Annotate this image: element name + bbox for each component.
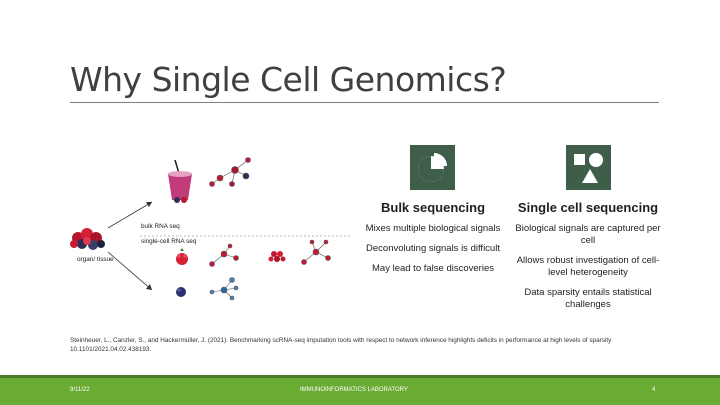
single-cell-point: Allows robust investigation of cell-leve… [516,255,660,278]
footer-lab: IMMUNOINFORMATICS LABORATORY [300,387,408,393]
bulk-column: Bulk sequencing Mixes multiple biologica… [358,200,508,283]
pie-chart-icon [410,145,455,190]
raspberry-cluster-icon [268,251,286,262]
single-cell-point: Data sparsity entails statistical challe… [524,287,652,310]
organ-tissue-label: organ/ tissue [77,256,114,263]
arrow-to-single [107,251,153,291]
bulk-point: Mixes multiple biological signals [365,223,501,234]
title-divider [70,102,659,103]
slide-title: Why Single Cell Genomics? [70,60,507,99]
berry-pile-icon [70,228,105,250]
arrow-to-bulk [107,201,153,229]
single-cell-column: Single cell sequencing Biological signal… [513,200,663,319]
bulk-point: May lead to false discoveries [372,263,494,274]
citation: Steinheuer, L., Canzler, S., and Hackerm… [70,337,612,353]
bulk-network-icon [209,157,251,187]
single-cell-rna-seq-label: single-cell RNA seq [141,238,197,245]
page-number: 4 [652,387,656,393]
footer-date: 9/11/22 [70,387,90,393]
footer-bar: 9/11/22 IMMUNOINFORMATICS LABORATORY 4 [0,378,720,405]
smoothie-cup-icon [168,159,192,203]
bulk-heading: Bulk sequencing [380,200,486,215]
single-cell-heading: Single cell sequencing [517,200,659,215]
bulk-rna-seq-label: bulk RNA seq [141,223,180,230]
shapes-icon [566,145,611,190]
single-network-icon-1 [209,243,239,267]
single-cell-point: Biological signals are captured per cell [515,223,661,246]
bulk-vs-single-cell-figure [70,157,350,301]
blueberry-icon [176,287,186,297]
footer-divider [0,375,720,378]
single-network-icon-3 [209,277,239,301]
raspberry-icon [176,248,188,265]
bulk-point: Deconvoluting signals is difficult [366,243,500,254]
single-network-icon-2 [301,239,331,265]
